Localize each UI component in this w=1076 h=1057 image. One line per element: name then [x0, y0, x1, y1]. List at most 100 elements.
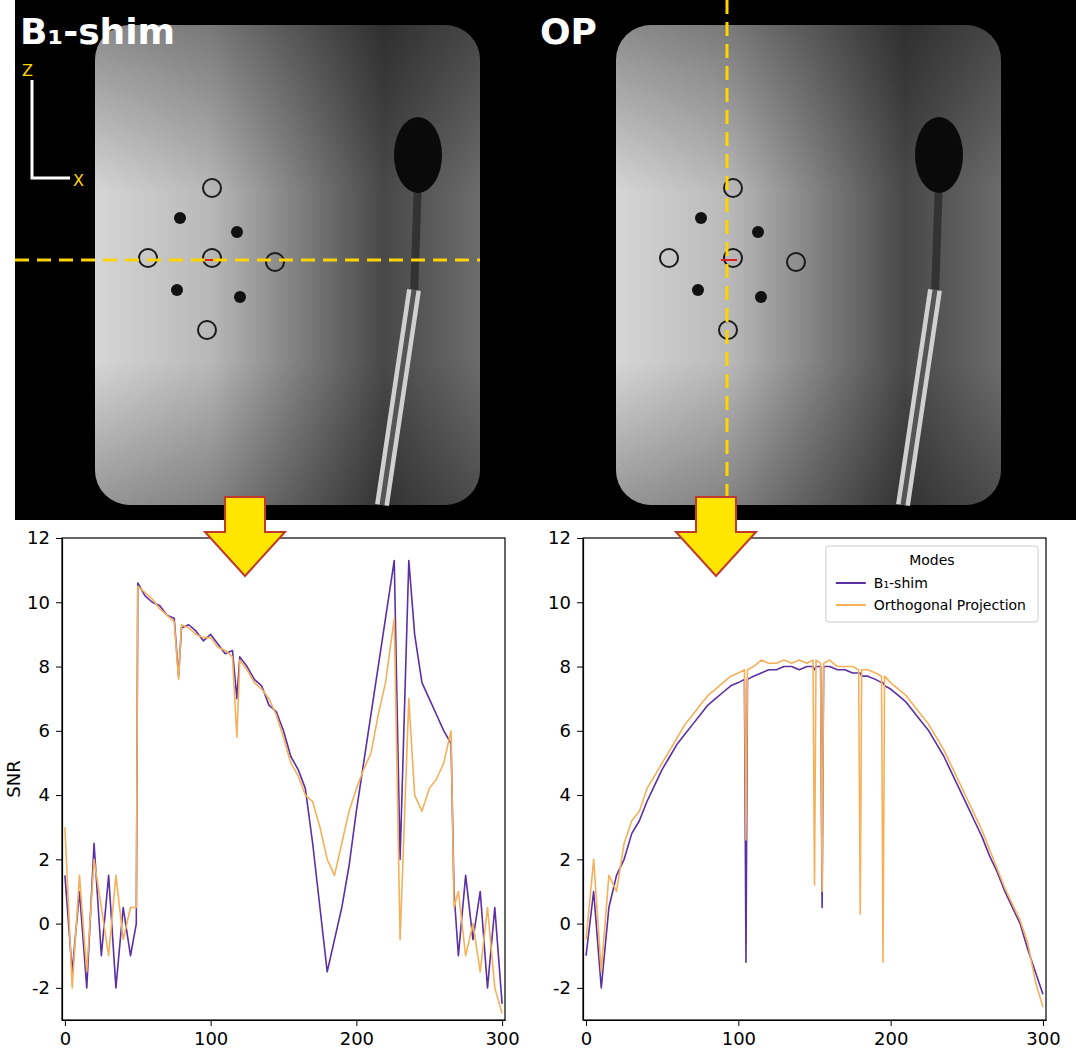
- tick-label: 0: [60, 1028, 71, 1049]
- tick-mark: [577, 859, 583, 860]
- tick-label: -2: [553, 977, 571, 998]
- tick-label: 100: [194, 1028, 228, 1049]
- tick-label: 4: [560, 784, 571, 805]
- y-axis-title: SNR: [3, 760, 24, 797]
- arrow: [205, 497, 285, 576]
- phantom-shade: [616, 25, 1001, 505]
- tube: [903, 290, 935, 505]
- tick: 100: [194, 1020, 228, 1049]
- tick-mark: [577, 602, 583, 603]
- marker-ring: [203, 179, 221, 197]
- tick-label: 6: [39, 720, 50, 741]
- tick-label: 12: [548, 527, 571, 548]
- phantom-body: [95, 25, 480, 505]
- marker-blob: [231, 226, 243, 238]
- tick-mark: [56, 538, 62, 539]
- plot-area: [586, 660, 1043, 1007]
- tick: 2: [39, 849, 62, 870]
- tube-core: [903, 290, 935, 505]
- tick: 200: [874, 1020, 908, 1049]
- plot-background: [583, 538, 1046, 1020]
- chart: 0100200300-2024681012ModesB₁-shimOrthogo…: [548, 527, 1061, 1049]
- figure: B₁-shimOPZX0100200300-2024681012SNR01002…: [0, 0, 1076, 1057]
- tick-label: 4: [39, 784, 50, 805]
- x-axis: 0100200300: [60, 1020, 520, 1049]
- tick-mark: [356, 1020, 357, 1026]
- marker-blob: [171, 284, 183, 296]
- tick-mark: [56, 795, 62, 796]
- air-bubble: [915, 117, 963, 193]
- legend-label: B₁-shim: [874, 575, 928, 591]
- arrow: [676, 497, 756, 576]
- tick-label: 200: [340, 1028, 374, 1049]
- plot-frame: [62, 538, 505, 1020]
- series-line: [586, 660, 1043, 1007]
- tick-mark: [577, 538, 583, 539]
- tick-label: 10: [548, 592, 571, 613]
- tube: [382, 290, 414, 505]
- tick: 12: [27, 527, 62, 548]
- rod: [935, 180, 939, 295]
- air-bubble: [394, 117, 442, 193]
- marker-blob: [752, 226, 764, 238]
- y-axis: -2024681012: [548, 527, 583, 1020]
- tick-label: 200: [874, 1028, 908, 1049]
- phantom-body: [616, 25, 1001, 505]
- panel-title: OP: [540, 11, 597, 52]
- tick-mark: [65, 1020, 66, 1026]
- chart: 0100200300-2024681012SNR: [3, 527, 520, 1049]
- legend-swatch: [836, 604, 866, 606]
- tick-label: 0: [581, 1028, 592, 1049]
- tick: 4: [560, 784, 583, 805]
- tick: 200: [340, 1020, 374, 1049]
- tick-mark: [56, 924, 62, 925]
- tick-label: 12: [27, 527, 50, 548]
- tick: 12: [548, 527, 583, 548]
- tick-label: 10: [27, 592, 50, 613]
- legend: ModesB₁-shimOrthogonal Projection: [826, 546, 1038, 622]
- tick: 6: [39, 720, 62, 741]
- legend-swatch: [836, 582, 866, 584]
- marker-ring: [266, 253, 284, 271]
- tick-mark: [577, 795, 583, 796]
- phantom: [616, 25, 1001, 505]
- tick-label: 6: [560, 720, 571, 741]
- tick-mark: [577, 667, 583, 668]
- image-background: [15, 0, 1076, 520]
- tick: 8: [560, 656, 583, 677]
- series-line: [65, 560, 502, 1003]
- marker-blob: [174, 212, 186, 224]
- tube-core: [382, 290, 414, 505]
- tick-mark: [586, 1020, 587, 1026]
- tick: 8: [39, 656, 62, 677]
- tick-label: 100: [722, 1028, 756, 1049]
- orientation-label: Z: [22, 61, 33, 80]
- tick-mark: [577, 731, 583, 732]
- marker-ring: [660, 249, 678, 267]
- tick: 4: [39, 784, 62, 805]
- plot-frame: [583, 538, 1046, 1020]
- plot-background: [62, 538, 505, 1020]
- image-panel: B₁-shimOPZX: [15, 0, 1076, 520]
- tick-mark: [577, 988, 583, 989]
- series-line: [65, 586, 502, 1013]
- figure-svg: B₁-shimOPZX0100200300-2024681012SNR01002…: [0, 0, 1076, 1057]
- tick-mark: [56, 667, 62, 668]
- tick-mark: [1043, 1020, 1044, 1026]
- tick: -2: [32, 977, 62, 998]
- tick: 0: [60, 1020, 71, 1049]
- tick-label: 2: [39, 849, 50, 870]
- tick-mark: [56, 988, 62, 989]
- marker-ring: [198, 321, 216, 339]
- marker-blob: [692, 284, 704, 296]
- marker-blob: [755, 291, 767, 303]
- phantom-shade: [95, 25, 480, 505]
- tick: 0: [39, 913, 62, 934]
- tick: 10: [27, 592, 62, 613]
- profile-line: [726, 0, 729, 520]
- tick-label: 0: [560, 913, 571, 934]
- marker-ring: [787, 253, 805, 271]
- tick-label: 300: [1026, 1028, 1060, 1049]
- marker-ring: [203, 249, 221, 267]
- tick: -2: [553, 977, 583, 998]
